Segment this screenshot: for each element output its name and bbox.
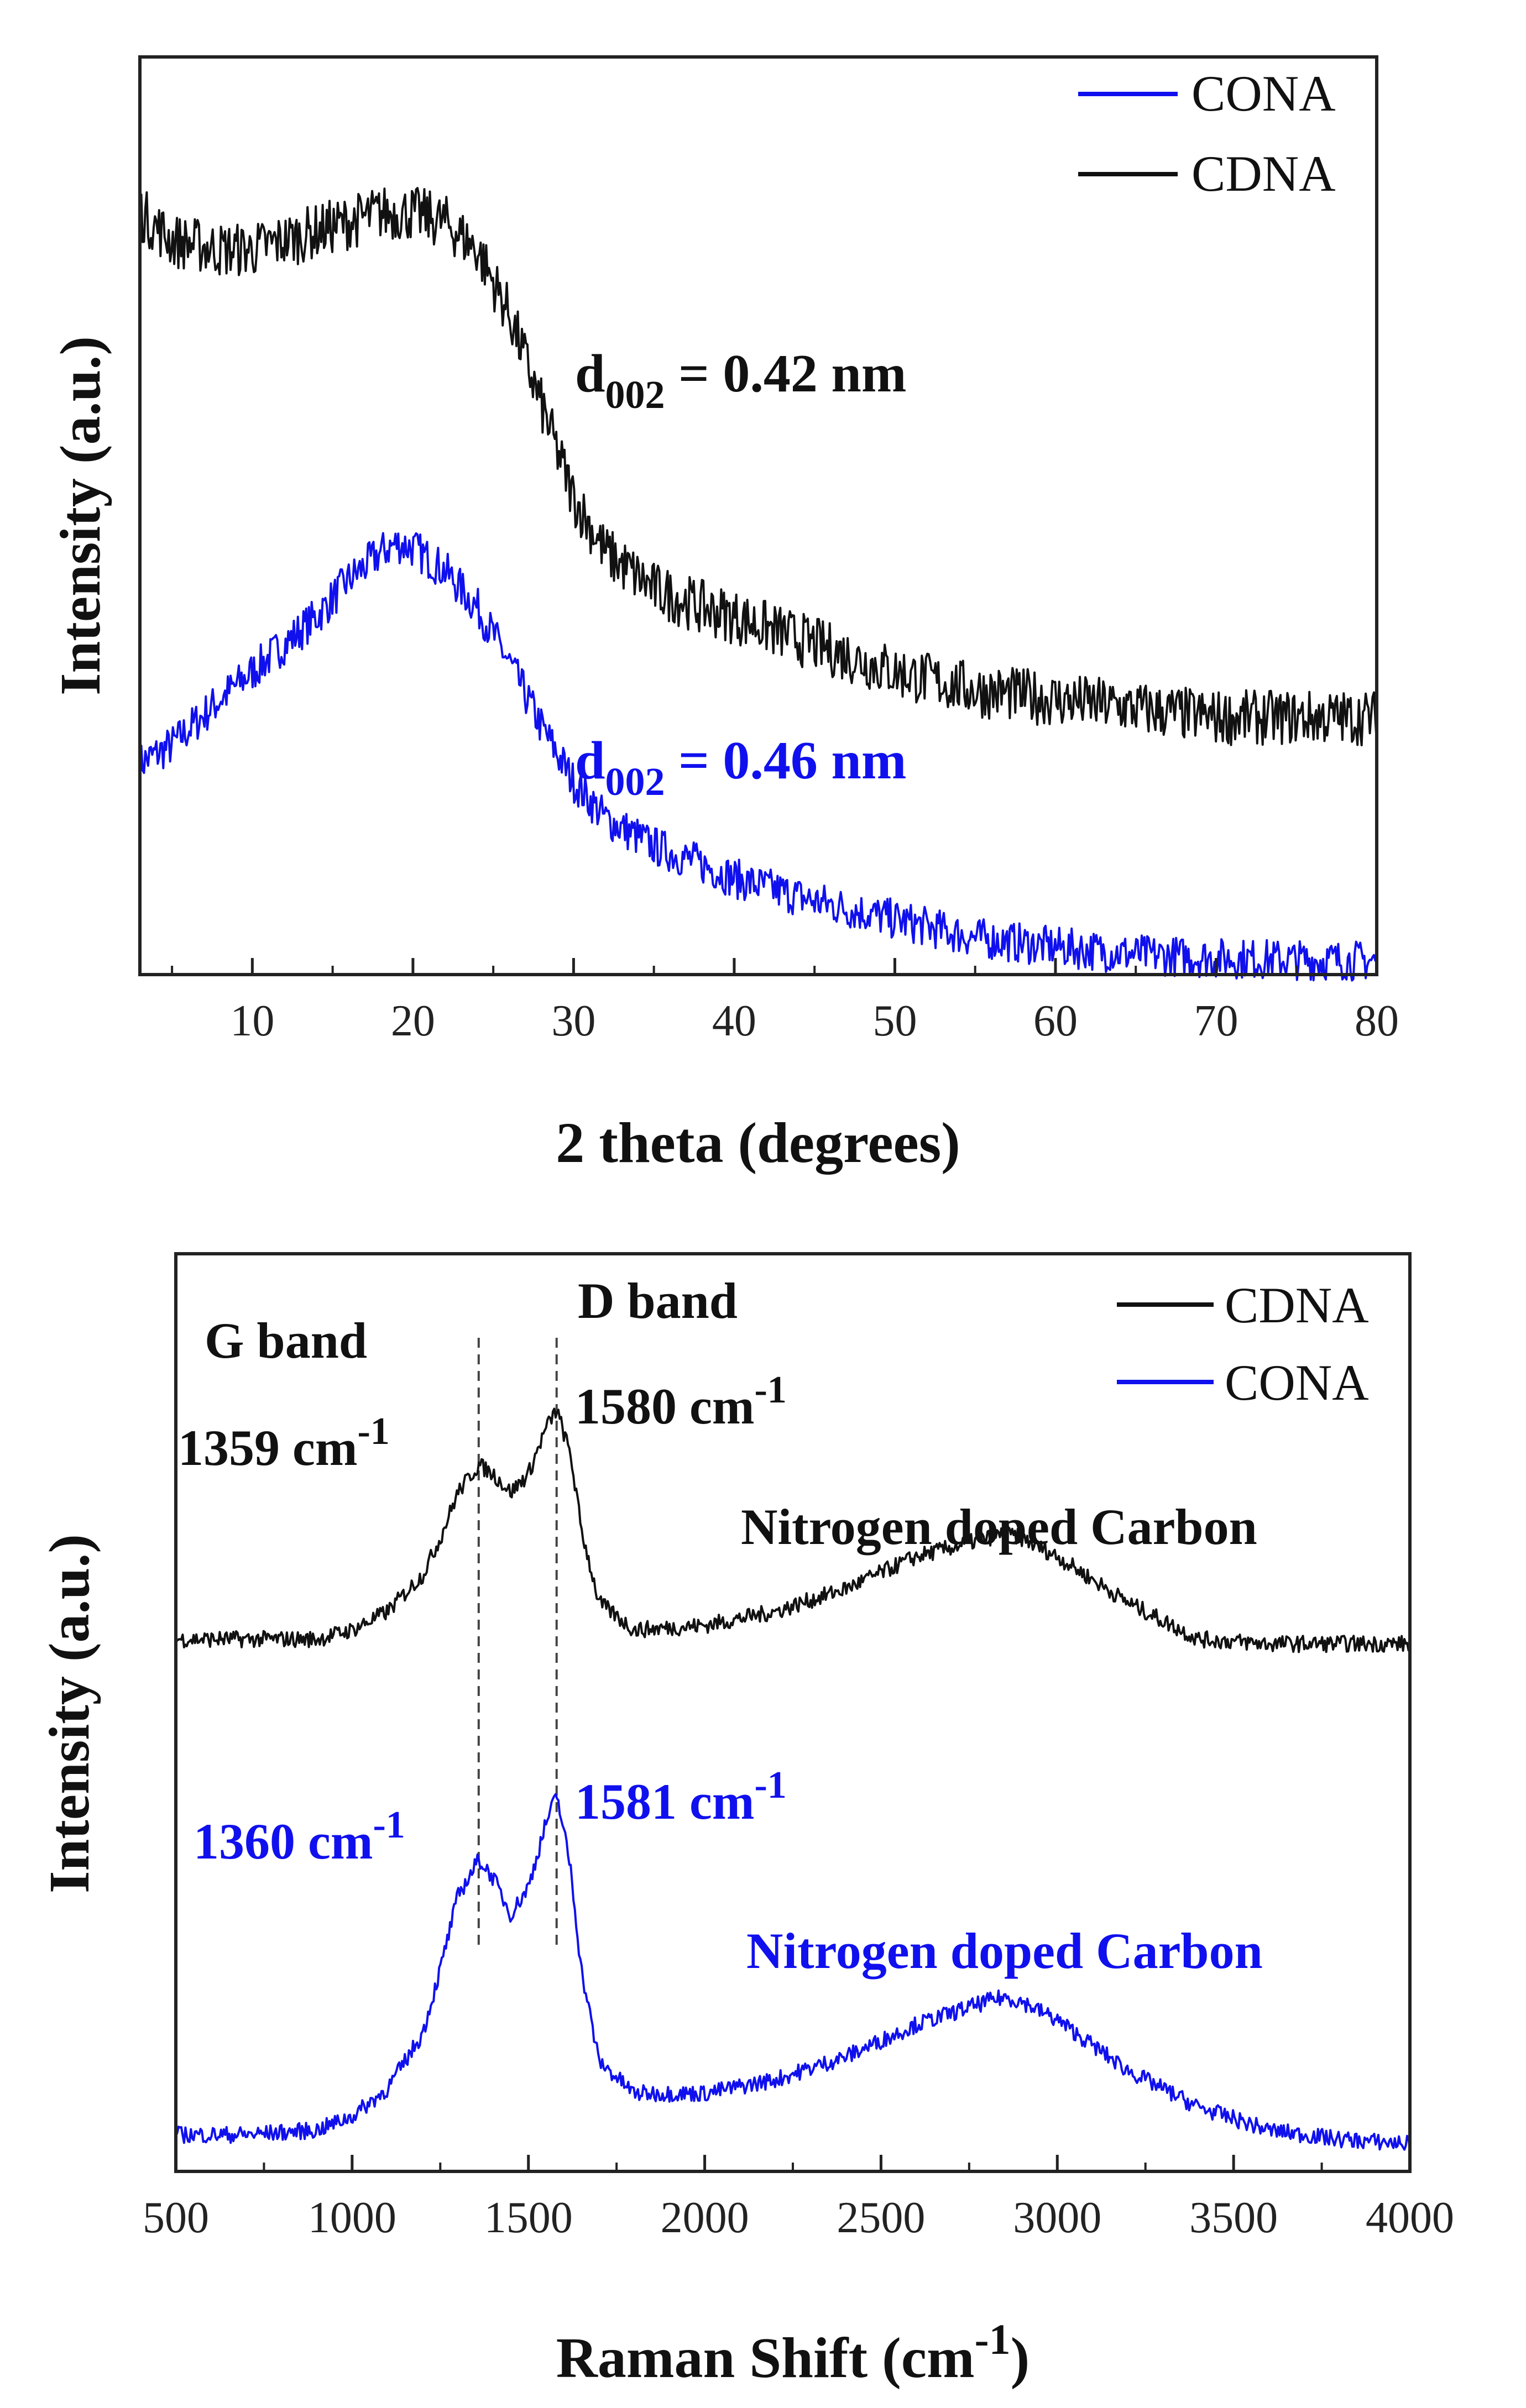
xrd-x-ticks: 10 20 30 40 50 60 70 80 bbox=[171, 958, 1399, 1045]
xrd-x-tick-label: 80 bbox=[1355, 997, 1399, 1045]
raman-x-axis-title: Raman Shift (cm-1) bbox=[556, 2315, 1029, 2390]
raman-xlabel-sup: -1 bbox=[975, 2315, 1011, 2363]
raman-series-line-cdna bbox=[175, 1407, 1411, 1653]
xrd-x-tick-label: 30 bbox=[551, 997, 595, 1045]
annot-cdna-sub: 002 bbox=[605, 373, 665, 417]
raman-annotation-cdna-peak2: 1580 cm-1 bbox=[575, 1369, 787, 1435]
raman-reference-lines bbox=[477, 1338, 558, 1946]
cona-peak1-value: 1360 cm bbox=[194, 1813, 373, 1870]
cona-peak2-value: 1581 cm bbox=[575, 1773, 754, 1830]
xrd-series-line-cdna bbox=[139, 187, 1378, 746]
raman-xlabel-main: Raman Shift (cm bbox=[556, 2326, 975, 2390]
raman-x-tick-label: 3500 bbox=[1189, 2194, 1278, 2242]
annot-cdna-value: = 0.42 nm bbox=[665, 344, 907, 404]
xrd-y-axis-title: Intensity (a.u.) bbox=[49, 336, 112, 695]
raman-annotation-cdna-label: Nitrogen doped Carbon bbox=[741, 1499, 1257, 1555]
xrd-legend: CONA CDNA bbox=[1078, 65, 1336, 202]
raman-annotation-cona-peak1: 1360 cm-1 bbox=[194, 1804, 405, 1870]
raman-annotation-cdna-peak1: 1359 cm-1 bbox=[178, 1410, 390, 1476]
legend-label-cdna: CDNA bbox=[1191, 145, 1336, 202]
cona-peak2-sup: -1 bbox=[754, 1764, 786, 1807]
xrd-annotation-cona: d002 = 0.46 nm bbox=[575, 731, 907, 804]
annot-cona-d: d bbox=[575, 731, 605, 791]
raman-x-ticks: 500 1000 1500 2000 2500 3000 3500 4000 bbox=[143, 2155, 1454, 2242]
xrd-series-layer bbox=[139, 187, 1378, 982]
raman-annotation-cona-peak2: 1581 cm-1 bbox=[575, 1764, 787, 1830]
xrd-x-tick-label: 60 bbox=[1033, 997, 1078, 1045]
xrd-x-tick-label: 70 bbox=[1194, 997, 1238, 1045]
xrd-x-tick-label: 40 bbox=[712, 997, 756, 1045]
cdna-peak2-value: 1580 cm bbox=[575, 1378, 754, 1435]
raman-x-tick-label: 1500 bbox=[484, 2194, 573, 2242]
xrd-x-tick-label: 50 bbox=[872, 997, 917, 1045]
cdna-peak1-sup: -1 bbox=[357, 1410, 389, 1453]
raman-annotation-cona-label: Nitrogen doped Carbon bbox=[746, 1923, 1263, 1979]
raman-y-axis-title: Intensity (a.u.) bbox=[38, 1534, 101, 1893]
raman-annotation-g-band: G band bbox=[205, 1312, 367, 1369]
annot-cona-sub: 002 bbox=[605, 760, 665, 804]
xrd-x-axis-title: 2 theta (degrees) bbox=[556, 1111, 960, 1175]
raman-x-tick-label: 500 bbox=[143, 2194, 209, 2242]
xrd-chart: 10 20 30 40 50 60 70 80 2 theta (degrees) Inten… bbox=[49, 55, 1399, 1175]
xrd-annotation-cdna: d002 = 0.42 nm bbox=[575, 344, 907, 417]
annot-cona-value: = 0.46 nm bbox=[665, 731, 907, 791]
cdna-peak2-sup: -1 bbox=[754, 1369, 786, 1411]
xrd-plot-frame bbox=[138, 55, 1378, 976]
cona-peak1-sup: -1 bbox=[373, 1804, 405, 1846]
raman-x-tick-label: 4000 bbox=[1366, 2194, 1454, 2242]
annot-cdna-d: d bbox=[575, 344, 605, 404]
raman-series-line-cona bbox=[175, 1793, 1411, 2152]
legend-label-cona: CONA bbox=[1225, 1354, 1369, 1411]
raman-annotation-d-band: D band bbox=[578, 1273, 738, 1329]
xrd-x-tick-label: 20 bbox=[391, 997, 435, 1045]
raman-x-tick-label: 1000 bbox=[308, 2194, 396, 2242]
raman-xlabel-close: ) bbox=[1011, 2326, 1030, 2390]
raman-x-tick-label: 3000 bbox=[1013, 2194, 1101, 2242]
raman-series-layer bbox=[175, 1407, 1411, 2152]
xrd-x-tick-label: 10 bbox=[230, 997, 274, 1045]
cdna-peak1-value: 1359 cm bbox=[178, 1420, 357, 1476]
raman-x-tick-label: 2000 bbox=[661, 2194, 749, 2242]
raman-legend: CDNA CONA bbox=[1117, 1277, 1369, 1411]
legend-label-cona: CONA bbox=[1191, 65, 1336, 122]
legend-label-cdna: CDNA bbox=[1225, 1277, 1369, 1333]
raman-chart: 500 1000 1500 2000 2500 3000 3500 4000 Raman Sh… bbox=[38, 1252, 1454, 2390]
raman-x-tick-label: 2500 bbox=[837, 2194, 925, 2242]
